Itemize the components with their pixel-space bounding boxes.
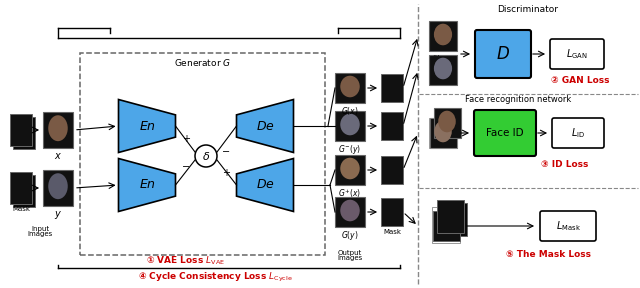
Polygon shape: [237, 99, 294, 153]
Text: $x$: $x$: [54, 151, 62, 161]
FancyBboxPatch shape: [429, 55, 457, 85]
Text: +: +: [222, 168, 230, 178]
Text: $L_\mathrm{Mask}$: $L_\mathrm{Mask}$: [556, 219, 580, 233]
Text: Discriminator: Discriminator: [497, 5, 559, 14]
Text: ① VAE Loss $L_\mathrm{VAE}$: ① VAE Loss $L_\mathrm{VAE}$: [145, 255, 225, 267]
Polygon shape: [237, 158, 294, 211]
Text: Mask: Mask: [12, 206, 30, 212]
Text: ⑤ The Mask Loss: ⑤ The Mask Loss: [506, 250, 591, 259]
Text: ③ ID Loss: ③ ID Loss: [541, 160, 589, 169]
Text: $G^{-}(y)$: $G^{-}(y)$: [339, 143, 362, 156]
Text: Output: Output: [338, 250, 362, 256]
FancyBboxPatch shape: [13, 175, 35, 207]
FancyBboxPatch shape: [436, 200, 463, 232]
Polygon shape: [118, 99, 175, 153]
Text: $De$: $De$: [255, 179, 275, 192]
FancyBboxPatch shape: [335, 73, 365, 103]
Text: +: +: [182, 134, 190, 144]
Text: Input: Input: [31, 226, 49, 232]
Text: Face recognition network: Face recognition network: [465, 95, 571, 104]
Text: $De$: $De$: [255, 120, 275, 132]
Text: ④ Cycle Consistency Loss $L_\mathrm{Cycle}$: ④ Cycle Consistency Loss $L_\mathrm{Cycl…: [138, 270, 292, 284]
Text: $En$: $En$: [138, 120, 156, 132]
FancyBboxPatch shape: [381, 198, 403, 226]
Text: $G(x)$: $G(x)$: [341, 105, 359, 117]
FancyBboxPatch shape: [43, 170, 73, 206]
Ellipse shape: [438, 111, 456, 132]
FancyBboxPatch shape: [474, 110, 536, 156]
FancyBboxPatch shape: [335, 111, 365, 141]
Ellipse shape: [48, 115, 68, 141]
FancyBboxPatch shape: [381, 74, 403, 102]
Text: $L_\mathrm{ID}$: $L_\mathrm{ID}$: [571, 126, 585, 140]
Text: $y$: $y$: [54, 209, 62, 221]
Text: $G^{+}(x)$: $G^{+}(x)$: [339, 187, 362, 200]
Ellipse shape: [340, 114, 360, 135]
FancyBboxPatch shape: [10, 114, 32, 146]
FancyBboxPatch shape: [10, 172, 32, 204]
FancyBboxPatch shape: [552, 118, 604, 148]
Text: $-$: $-$: [181, 160, 191, 170]
Ellipse shape: [340, 158, 360, 179]
FancyBboxPatch shape: [429, 21, 457, 51]
Text: Face ID: Face ID: [486, 128, 524, 138]
Text: ② GAN Loss: ② GAN Loss: [551, 76, 609, 85]
FancyBboxPatch shape: [80, 53, 325, 255]
FancyBboxPatch shape: [550, 39, 604, 69]
FancyBboxPatch shape: [440, 202, 467, 236]
Text: $-$: $-$: [221, 145, 230, 155]
Ellipse shape: [48, 173, 68, 199]
Text: Mask: Mask: [383, 229, 401, 235]
Circle shape: [195, 145, 217, 167]
Text: $\delta$: $\delta$: [202, 150, 210, 162]
Ellipse shape: [434, 121, 452, 142]
FancyBboxPatch shape: [335, 155, 365, 185]
Text: Images: Images: [337, 255, 363, 261]
Ellipse shape: [434, 58, 452, 79]
FancyBboxPatch shape: [13, 117, 35, 149]
Polygon shape: [118, 158, 175, 211]
Text: $D$: $D$: [496, 45, 510, 63]
FancyBboxPatch shape: [381, 156, 403, 184]
Text: $En$: $En$: [138, 179, 156, 192]
FancyBboxPatch shape: [43, 112, 73, 148]
FancyBboxPatch shape: [381, 112, 403, 140]
Ellipse shape: [434, 24, 452, 45]
Text: Images: Images: [28, 231, 52, 237]
Ellipse shape: [340, 76, 360, 97]
FancyBboxPatch shape: [335, 197, 365, 227]
Text: ...: ...: [432, 50, 440, 58]
Text: $G(y)$: $G(y)$: [341, 229, 359, 242]
FancyBboxPatch shape: [540, 211, 596, 241]
FancyBboxPatch shape: [475, 30, 531, 78]
Ellipse shape: [340, 200, 360, 221]
FancyBboxPatch shape: [433, 211, 460, 241]
FancyBboxPatch shape: [433, 108, 461, 138]
Text: Generator $G$: Generator $G$: [174, 57, 231, 68]
FancyBboxPatch shape: [429, 118, 456, 148]
Text: $L_\mathrm{GAN}$: $L_\mathrm{GAN}$: [566, 47, 588, 61]
